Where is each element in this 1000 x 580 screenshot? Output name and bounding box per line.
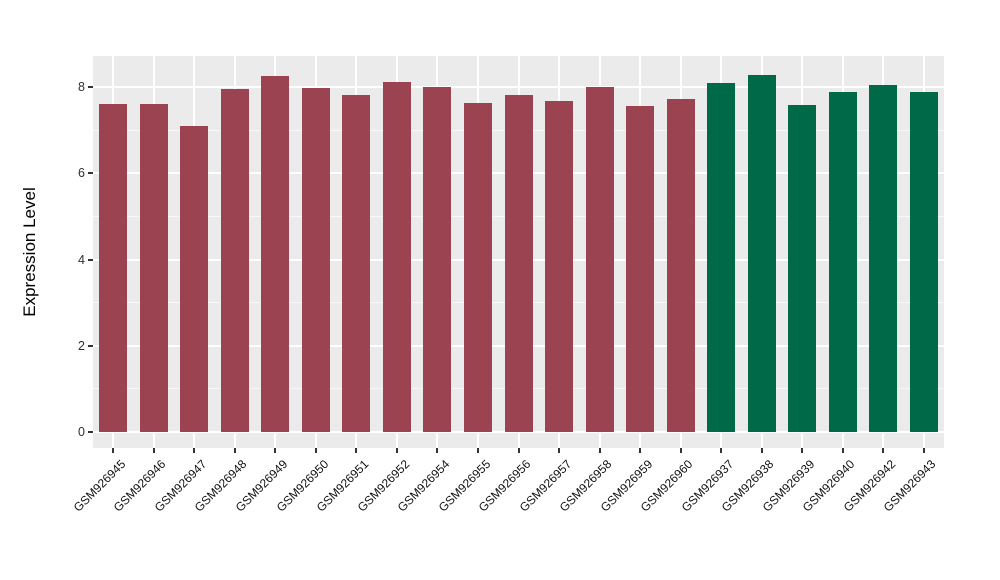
bar-GSM926954 [423,87,452,432]
bar-GSM926947 [180,125,209,432]
bar-GSM926951 [342,94,371,432]
bar-GSM926958 [585,86,614,432]
bar-GSM926956 [504,95,533,432]
y-tick-label: 8 [78,80,85,95]
bar-GSM926945 [99,103,128,432]
x-tick-mark [801,448,804,453]
bar-GSM926937 [707,82,736,432]
x-tick-mark [355,448,358,453]
bar-GSM926939 [788,105,817,432]
bar-GSM926959 [626,105,655,432]
bar-GSM926938 [747,74,776,432]
x-tick-mark [112,448,115,453]
y-tick-mark [88,86,93,89]
x-tick-mark [558,448,561,453]
x-tick-mark [436,448,439,453]
y-tick-mark [88,431,93,433]
y-axis-title: Expression Level [20,187,39,317]
x-tick-mark [314,448,317,453]
x-tick-mark [193,448,196,453]
x-tick-mark [760,448,763,453]
bar-GSM926950 [301,88,330,432]
x-tick-mark [233,448,236,453]
plot-panel [93,56,944,448]
x-tick-mark [598,448,601,453]
y-tick-label: 0 [78,425,85,439]
x-tick-mark [841,448,844,453]
y-tick-mark [88,172,93,175]
bar-GSM926952 [382,82,411,432]
x-tick-mark [395,448,398,453]
y-tick-label: 6 [78,166,85,181]
x-tick-mark [476,448,479,453]
x-tick-mark [274,448,277,453]
x-tick-mark [922,448,925,453]
bar-GSM926943 [909,91,938,432]
bar-GSM926942 [869,85,898,432]
bar-GSM926946 [139,104,168,432]
y-tick-label: 4 [78,252,85,267]
x-tick-mark [639,448,642,453]
y-tick-label: 2 [78,338,85,353]
y-tick-mark [88,258,93,261]
x-tick-mark [679,448,682,453]
bar-GSM926957 [545,100,574,432]
x-tick-mark [152,448,155,453]
bar-GSM926940 [828,91,857,432]
bar-GSM926955 [463,102,492,432]
x-tick-mark [882,448,885,453]
bar-GSM926960 [666,98,695,432]
x-tick-mark [720,448,723,453]
y-tick-mark [88,344,93,347]
bar-GSM926949 [261,75,290,432]
x-tick-mark [517,448,520,453]
bar-GSM926948 [220,88,249,432]
